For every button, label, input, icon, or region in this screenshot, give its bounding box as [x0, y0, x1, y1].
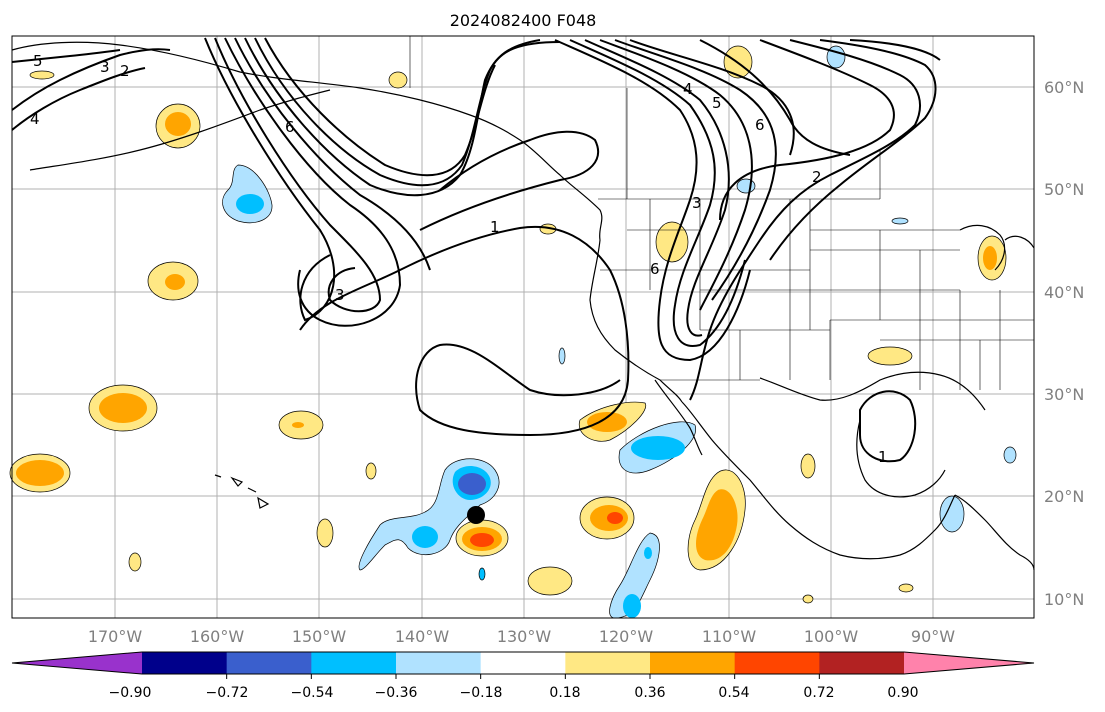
- map-panel: 5 3 2 4 6 1 3 4 5 6 2 3 6 1: [9, 35, 1035, 619]
- lon-label: 120°W: [599, 627, 654, 646]
- contour-label: 5: [712, 94, 722, 112]
- colorbar-tick-label: −0.36: [375, 685, 418, 701]
- lon-label: 130°W: [497, 627, 552, 646]
- lat-label: 30°N: [1044, 385, 1084, 404]
- colorbar-segment: [734, 652, 820, 674]
- colorbar-segment: [311, 652, 397, 674]
- colorbar-tick-label: −0.90: [109, 685, 152, 701]
- lon-label: 140°W: [395, 627, 450, 646]
- contour-label: 3: [692, 194, 702, 212]
- lat-label: 40°N: [1044, 283, 1084, 302]
- political-borders: [409, 36, 1034, 390]
- contour-label: 1: [878, 448, 888, 466]
- lon-label: 160°W: [190, 627, 245, 646]
- contour-label: 6: [650, 260, 660, 278]
- contour-label: 3: [335, 286, 345, 304]
- colorbar-tick-label: 0.18: [549, 685, 580, 701]
- colorbar-tick-label: −0.18: [460, 685, 503, 701]
- longitude-labels: 170°W 160°W 150°W 140°W 130°W 120°W 110°…: [88, 627, 955, 646]
- lon-label: 110°W: [702, 627, 757, 646]
- colorbar-tick-label: 0.90: [887, 685, 918, 701]
- figure-title: 2024082400 F048: [450, 11, 597, 30]
- colorbar: −0.90 −0.72 −0.54 −0.36 −0.18 0.18 0.36 …: [11, 651, 1035, 701]
- contour-label: 2: [812, 168, 822, 186]
- latitude-labels: 60°N 50°N 40°N 30°N 20°N 10°N: [1044, 78, 1084, 609]
- colorbar-segment: [565, 652, 651, 674]
- contour-label: 1: [490, 218, 500, 236]
- contour-labels-group: 5 3 2 4 6 1 3 4 5 6 2 3 6 1: [30, 52, 888, 466]
- lon-label: 150°W: [292, 627, 347, 646]
- lat-label: 20°N: [1044, 487, 1084, 506]
- lon-label: 100°W: [804, 627, 859, 646]
- colorbar-segment: [226, 652, 312, 674]
- coastlines: [11, 41, 1035, 571]
- contour-label: 6: [755, 116, 765, 134]
- contour-label: 5: [33, 52, 43, 70]
- contour-label: 3: [100, 58, 110, 76]
- colorbar-segment: [142, 652, 228, 674]
- colorbar-tick-label: −0.54: [291, 685, 334, 701]
- contour-label: 6: [285, 118, 295, 136]
- colorbar-tick-label: 0.72: [803, 685, 834, 701]
- lat-label: 60°N: [1044, 78, 1084, 97]
- contour-label: 4: [30, 110, 40, 128]
- colorbar-tick-label: −0.72: [206, 685, 249, 701]
- contour-label: 2: [120, 62, 130, 80]
- lat-label: 10°N: [1044, 590, 1084, 609]
- colorbar-tick-label: 0.36: [634, 685, 665, 701]
- colorbar-segment: [650, 652, 736, 674]
- colorbar-segment: [480, 652, 566, 674]
- storm-center-marker: [467, 506, 485, 524]
- colorbar-extension-high: [904, 652, 1034, 674]
- colorbar-segment: [396, 652, 482, 674]
- colorbar-tick-label: 0.54: [718, 685, 749, 701]
- lat-label: 50°N: [1044, 180, 1084, 199]
- contour-label: 4: [683, 80, 693, 98]
- lon-label: 170°W: [88, 627, 143, 646]
- lon-label: 90°W: [911, 627, 955, 646]
- colorbar-segment: [819, 652, 905, 674]
- colorbar-extension-low: [12, 652, 142, 674]
- contour-lines: [11, 37, 941, 463]
- gridlines: [12, 36, 1034, 618]
